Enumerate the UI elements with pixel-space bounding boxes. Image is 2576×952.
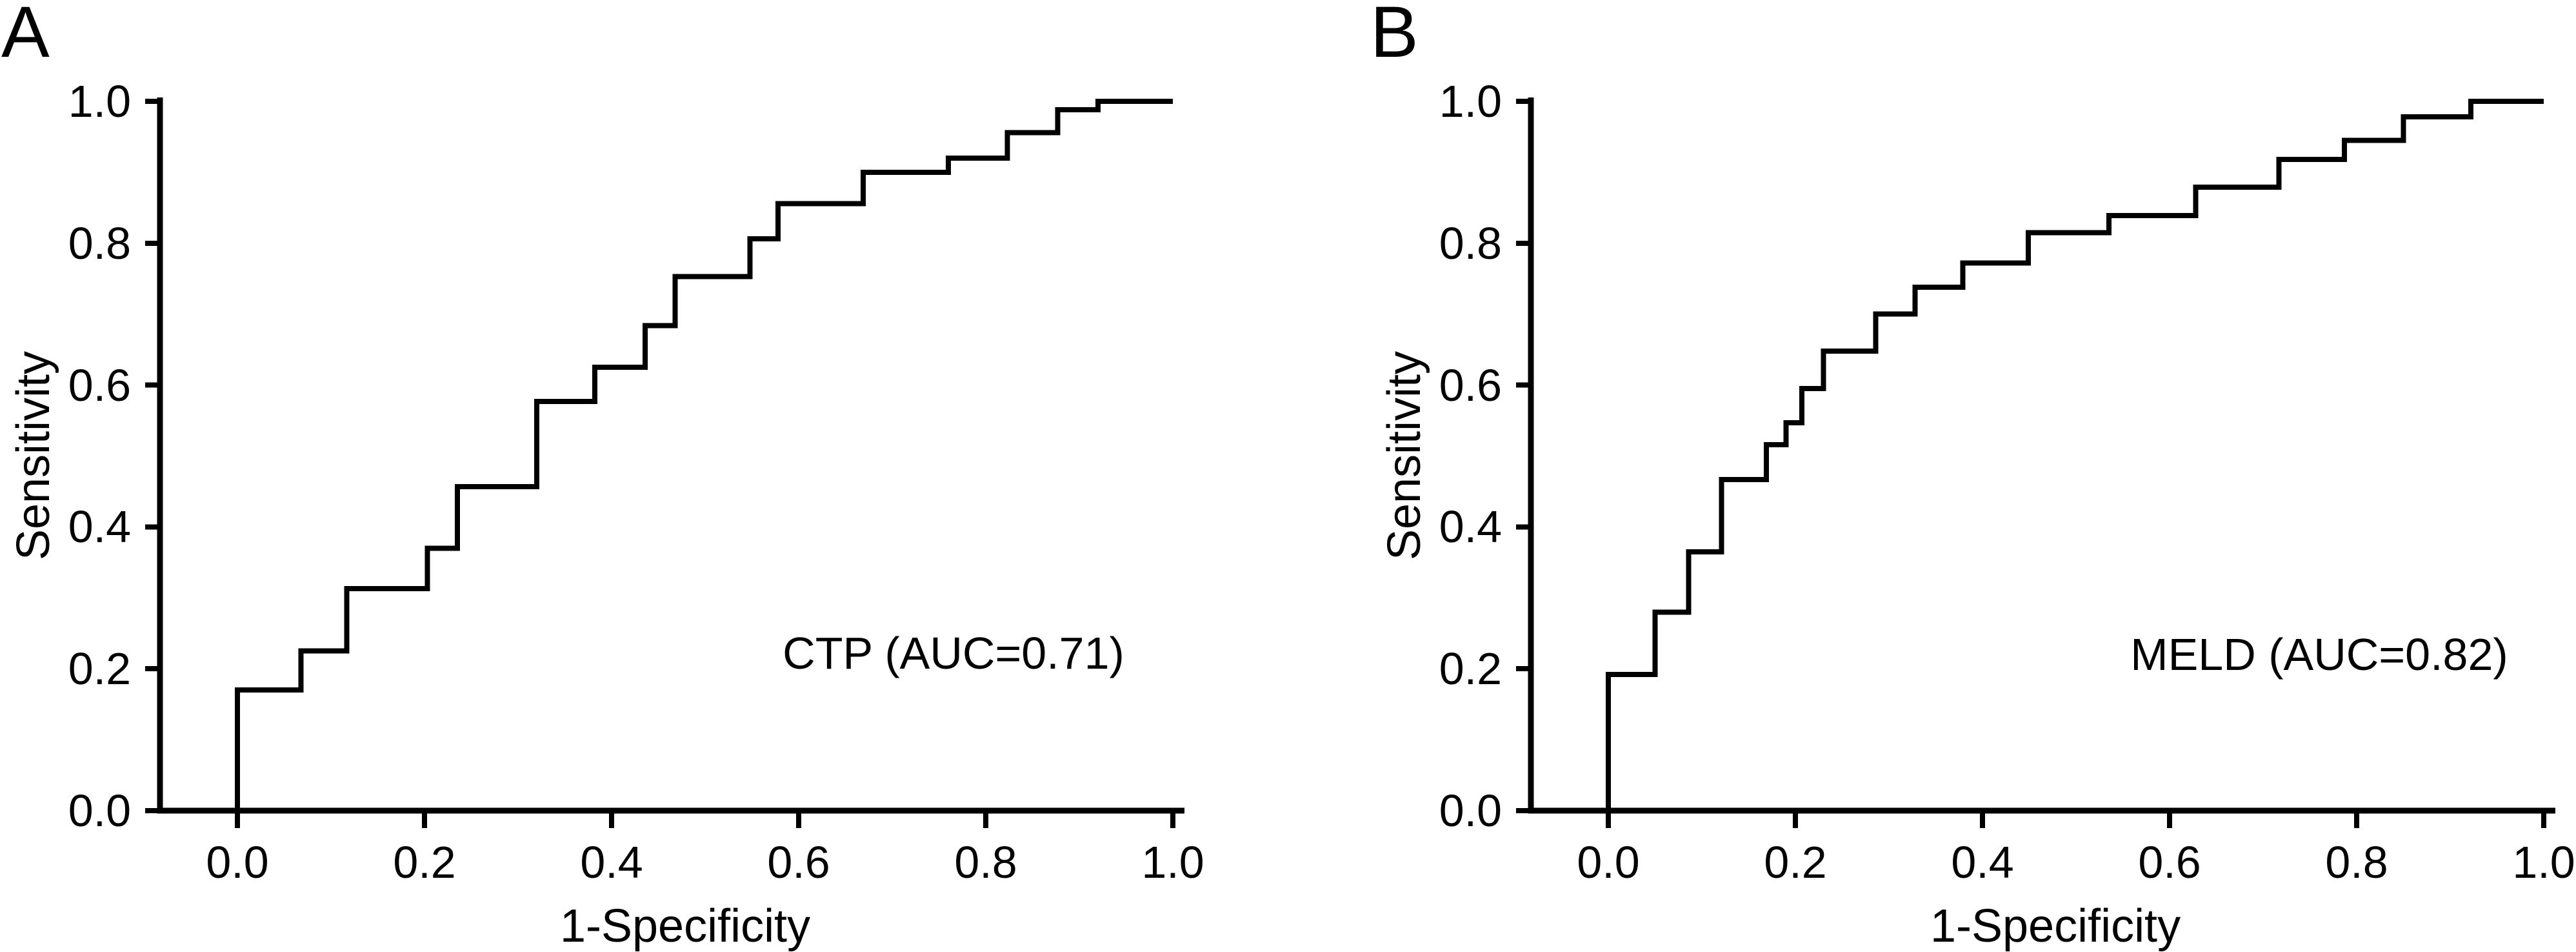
x-tick-label: 0.4 (580, 837, 643, 887)
y-tick-label: 0.8 (68, 218, 131, 268)
y-tick-label: 0.8 (1439, 218, 1502, 268)
y-tick-label: 0.0 (68, 785, 131, 836)
x-tick-label: 0.2 (1764, 837, 1827, 887)
panel-a-letter: A (1, 0, 50, 72)
panel-b-letter: B (1370, 0, 1419, 72)
x-axis-title-b: 1-Specificity (1930, 900, 2181, 952)
y-tick-label: 0.2 (68, 643, 131, 694)
roc-curve-meld (1606, 99, 2544, 811)
x-tick-label: 0.0 (206, 837, 269, 887)
x-tick-label: 0.6 (767, 837, 830, 887)
y-tick-label: 0.2 (1439, 643, 1502, 694)
x-axis-title-a: 1-Specificity (559, 900, 811, 952)
x-tick-label: 0.2 (393, 837, 456, 887)
y-tick-label: 1.0 (1439, 76, 1502, 127)
y-tick-label: 0.0 (1439, 785, 1502, 836)
x-tick-label: 1.0 (1141, 837, 1204, 887)
auc-annotation-meld: MELD (AUC=0.82) (2130, 629, 2508, 680)
x-tick-label: 0.4 (1951, 837, 2014, 887)
x-tick-label: 0.0 (1577, 837, 1640, 887)
roc-curve-ctp (235, 99, 1173, 811)
x-tick-label: 0.8 (2325, 837, 2388, 887)
y-tick-label: 0.4 (1439, 501, 1502, 552)
x-tick-label: 0.6 (2138, 837, 2201, 887)
y-tick-label: 1.0 (68, 76, 131, 127)
auc-annotation-ctp: CTP (AUC=0.71) (783, 628, 1124, 678)
y-tick-label: 0.4 (68, 501, 131, 552)
y-tick-label: 0.6 (1439, 360, 1502, 410)
x-tick-label: 1.0 (2512, 837, 2575, 887)
x-tick-label: 0.8 (954, 837, 1017, 887)
y-tick-label: 0.6 (68, 360, 131, 410)
